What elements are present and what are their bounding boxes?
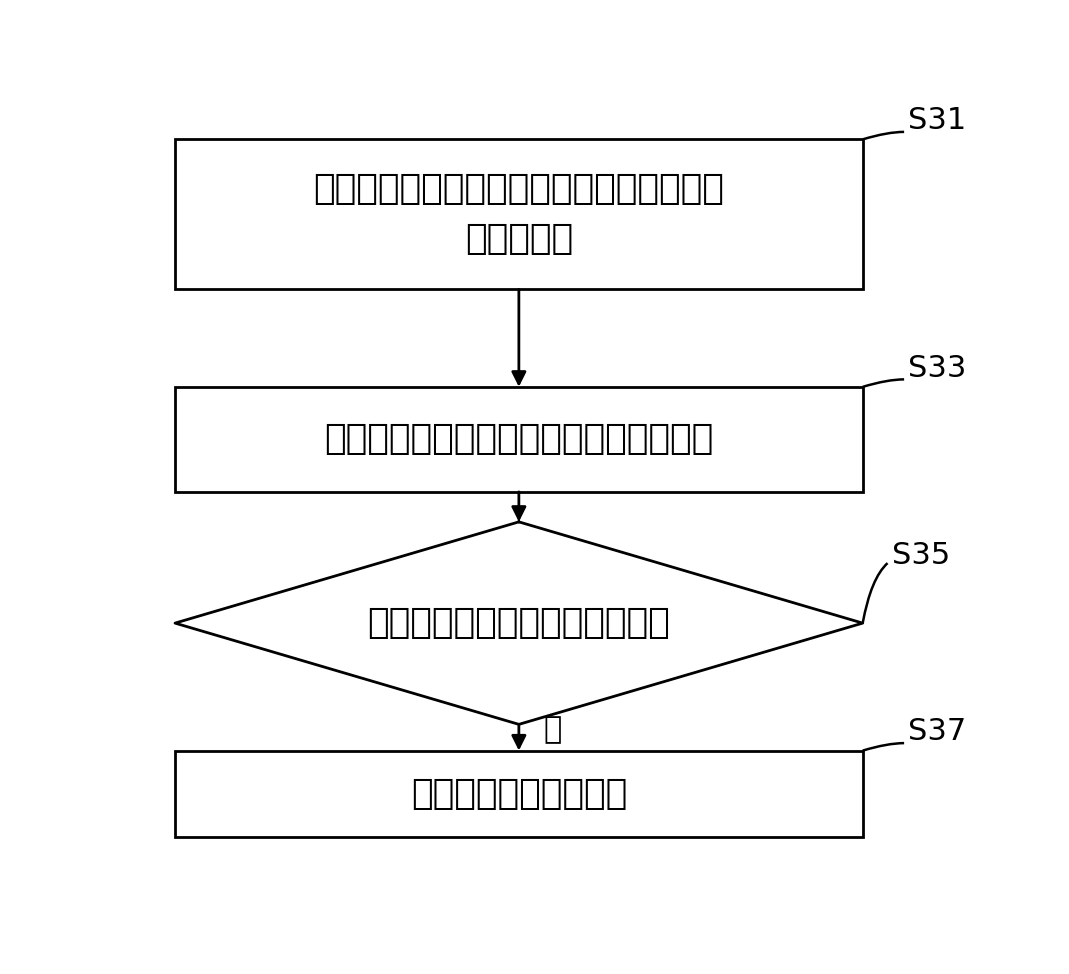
Text: 获取室外环境温度和压缩机感温包测量的排
气口的温度: 获取室外环境温度和压缩机感温包测量的排 气口的温度 <box>313 172 725 256</box>
Text: 是: 是 <box>544 716 562 744</box>
Text: 计算排气口的温度和室外环境温度的差值: 计算排气口的温度和室外环境温度的差值 <box>324 423 713 457</box>
Text: S37: S37 <box>909 718 966 746</box>
Text: 判定压缩机感温包脱落: 判定压缩机感温包脱落 <box>410 776 628 810</box>
Text: S31: S31 <box>909 106 966 135</box>
Text: S35: S35 <box>892 542 950 570</box>
Polygon shape <box>175 522 863 725</box>
Text: S33: S33 <box>909 354 966 383</box>
Bar <box>175 387 863 492</box>
Bar <box>175 751 863 837</box>
Text: 判断上述差值是否小于第一阈值: 判断上述差值是否小于第一阈值 <box>368 606 670 640</box>
Bar <box>175 139 863 289</box>
